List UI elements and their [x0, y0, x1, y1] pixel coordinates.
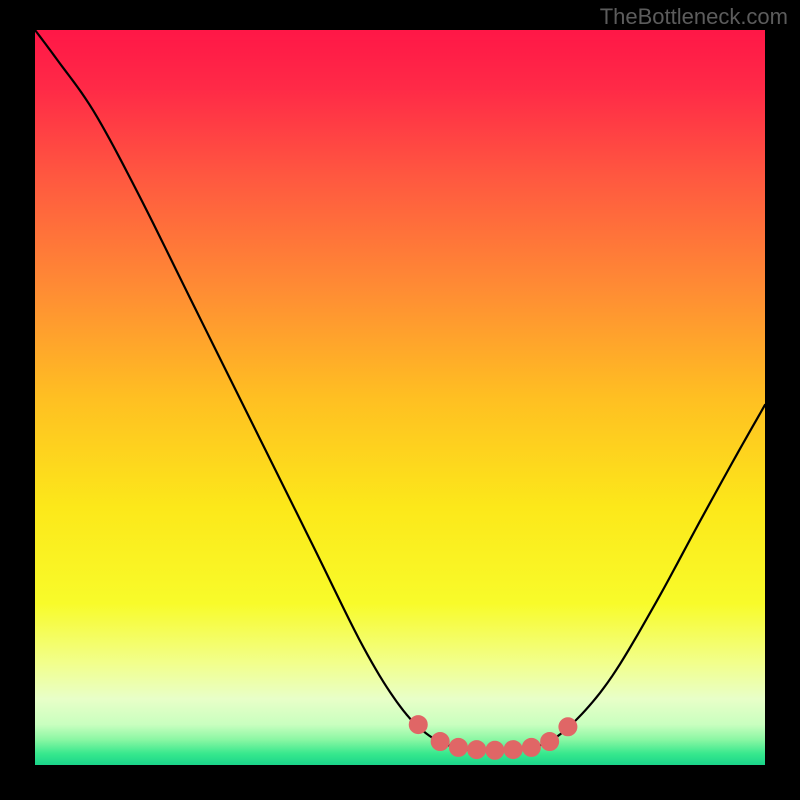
curve-marker	[541, 732, 559, 750]
plot-area	[35, 30, 765, 765]
chart-svg	[35, 30, 765, 765]
curve-marker	[486, 741, 504, 759]
curve-marker	[504, 741, 522, 759]
gradient-background	[35, 30, 765, 765]
curve-marker	[409, 716, 427, 734]
curve-marker	[468, 741, 486, 759]
curve-marker	[522, 738, 540, 756]
chart-frame: TheBottleneck.com	[0, 0, 800, 800]
watermark-text: TheBottleneck.com	[600, 4, 788, 30]
curve-marker	[431, 732, 449, 750]
curve-marker	[449, 738, 467, 756]
curve-marker	[559, 718, 577, 736]
